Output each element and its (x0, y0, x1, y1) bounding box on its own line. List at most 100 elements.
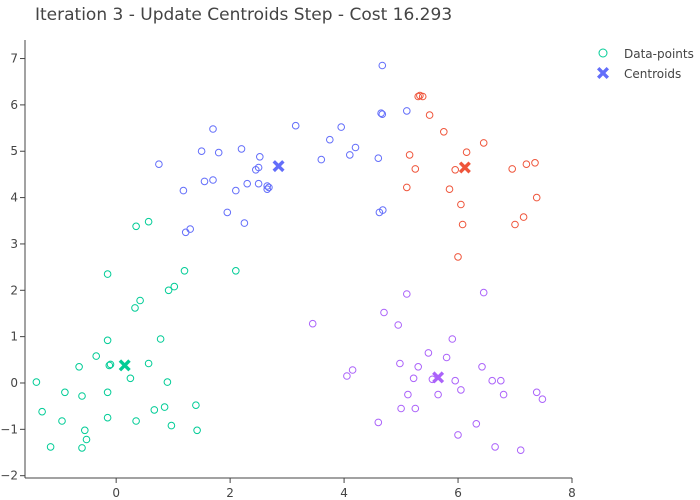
data-point (58, 417, 66, 425)
data-point (136, 296, 144, 305)
y-tick-label: 5 (10, 144, 18, 158)
data-point (479, 139, 488, 147)
data-point (103, 270, 112, 278)
data-point (192, 401, 200, 410)
data-point (405, 151, 414, 159)
data-point (491, 443, 499, 451)
y-tick-label: 1 (10, 330, 18, 344)
data-point (499, 390, 508, 399)
data-point (472, 420, 481, 428)
data-point (78, 444, 86, 452)
y-tick-label: 2 (10, 283, 18, 297)
data-point (348, 366, 357, 374)
data-point (291, 121, 300, 130)
data-point (132, 417, 140, 425)
y-tick-label: −2 (0, 469, 18, 483)
centroid-markers (118, 160, 471, 384)
data-point (424, 349, 433, 357)
y-tick-label: 4 (10, 191, 18, 205)
data-point (434, 390, 442, 399)
data-point (337, 123, 346, 131)
data-point (92, 352, 100, 360)
data-point (144, 217, 153, 226)
centroid-marker (118, 359, 131, 372)
data-point (403, 107, 411, 115)
data-point (516, 446, 525, 455)
data-point (179, 186, 188, 195)
data-point (457, 386, 465, 394)
centroid-marker (272, 160, 285, 173)
data-point (442, 353, 451, 362)
data-point (458, 220, 467, 229)
y-tick-label: 6 (10, 98, 18, 112)
data-point (445, 185, 454, 193)
legend-marker-data-points (598, 48, 608, 58)
data-point (180, 267, 189, 275)
data-point (346, 151, 354, 159)
tick-labels: 0 2 4 6 8 −2 −1 0 1 2 3 4 5 6 7 (0, 52, 576, 500)
data-point (132, 222, 140, 231)
data-point (254, 163, 263, 172)
data-point (263, 185, 272, 193)
data-point (522, 160, 531, 168)
data-point (105, 361, 114, 370)
data-point (186, 225, 194, 233)
data-point (265, 183, 273, 192)
data-point (81, 426, 89, 435)
data-point (263, 182, 272, 190)
data-point (478, 363, 486, 371)
data-point (403, 183, 411, 192)
data-point (167, 421, 176, 430)
data-point (538, 395, 547, 404)
data-point (78, 392, 86, 400)
data-point (511, 220, 519, 229)
data-point (170, 282, 179, 291)
data-point (394, 321, 403, 329)
centroid-marker (458, 161, 471, 174)
data-point (326, 135, 334, 144)
data-point (379, 206, 387, 214)
data-point (457, 200, 465, 209)
data-point (197, 147, 206, 155)
data-point (32, 378, 41, 386)
data-point (200, 177, 209, 186)
legend-label-data-points[interactable]: Data-points (624, 47, 694, 61)
data-point (103, 336, 112, 345)
x-tick-label: 0 (112, 486, 120, 500)
data-point (103, 388, 112, 397)
data-point (308, 319, 317, 328)
y-tick-label: 3 (10, 237, 18, 251)
data-point (38, 407, 46, 416)
legend-label-centroids[interactable]: Centroids (624, 67, 681, 81)
data-point (237, 145, 246, 153)
data-point (532, 193, 541, 202)
chart-title: Iteration 3 - Update Centroids Step - Co… (35, 5, 452, 25)
data-point (317, 155, 326, 164)
data-point (254, 179, 263, 188)
data-point (403, 290, 411, 298)
data-point (209, 176, 217, 184)
data-point (374, 154, 383, 162)
data-point (519, 213, 528, 221)
data-point (193, 426, 201, 435)
data-point (164, 286, 173, 295)
data-point (451, 376, 460, 385)
data-point (82, 435, 91, 444)
data-point (181, 228, 190, 237)
x-tick-label: 8 (568, 486, 576, 500)
y-tick-label: 0 (10, 376, 18, 390)
data-point (409, 374, 418, 383)
y-tick-label: −1 (0, 422, 18, 436)
data-point (508, 165, 517, 173)
data-point (454, 431, 462, 439)
data-point (418, 92, 427, 101)
data-point (240, 219, 249, 227)
data-point (488, 376, 497, 385)
data-point (351, 143, 360, 152)
data-point (75, 363, 83, 371)
data-points (32, 61, 547, 455)
data-point (214, 148, 223, 157)
data-point (479, 288, 488, 297)
data-point (532, 388, 541, 397)
